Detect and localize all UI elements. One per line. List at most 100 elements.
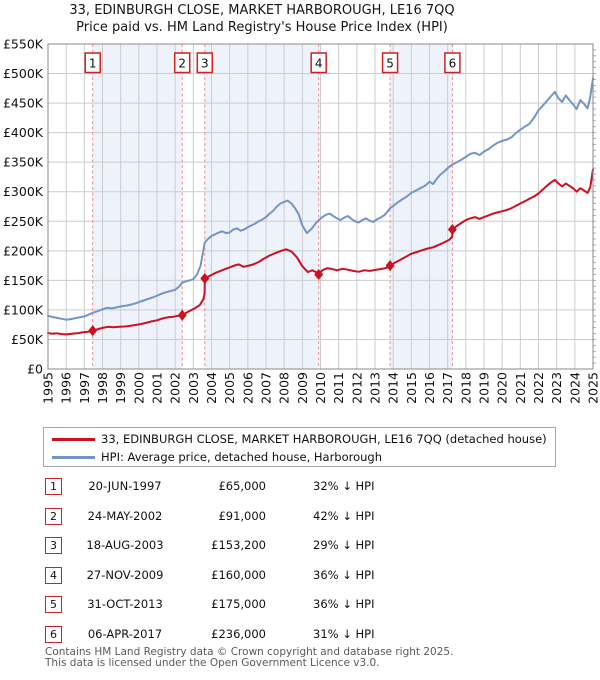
sale-date: 20-JUN-1997 (88, 479, 162, 493)
x-tick-2013: 2013 (368, 372, 383, 404)
y-tick-£300K: £300K (3, 184, 44, 199)
x-tick-1998: 1998 (95, 372, 110, 404)
sale-badge-3 (196, 52, 214, 74)
sale-marker-4 (314, 268, 324, 280)
hpi-line (47, 77, 594, 321)
x-tick-2011: 2011 (331, 372, 346, 404)
sale-date: 31-OCT-2013 (87, 597, 163, 612)
x-tick-2023: 2023 (549, 372, 564, 404)
sale-hpi-comparison: 36% ↓ HPI (313, 597, 375, 612)
ownership-band-1 (92, 44, 183, 369)
y-tick-£150K: £150K (3, 273, 44, 288)
plot-frame (47, 43, 594, 370)
x-tick-2015: 2015 (404, 372, 419, 404)
x-tick-2020: 2020 (495, 372, 510, 404)
y-tick-£250K: £250K (3, 214, 44, 229)
sale-marker-1 (88, 325, 98, 337)
row-number-badge: 1 (45, 478, 62, 495)
sale-badge-4 (310, 52, 327, 74)
x-tick-2006: 2006 (240, 372, 255, 404)
sale-hpi-comparison: 29% ↓ HPI (313, 538, 375, 553)
x-tick-2024: 2024 (567, 372, 582, 404)
sale-marker-5 (385, 260, 395, 272)
y-tick-£200K: £200K (3, 243, 44, 258)
sale-badge-label-5: 5 (386, 57, 394, 71)
legend-row-2: HPI: Average price, detached house, Harb… (44, 448, 555, 466)
sale-marker-3 (200, 272, 210, 284)
footer-line-1: Contains HM Land Registry data © Crown c… (45, 646, 454, 658)
y-tick-£400K: £400K (3, 125, 44, 140)
x-tick-2018: 2018 (458, 372, 473, 404)
legend-line-swatch-1 (52, 438, 95, 441)
ownership-band-2 (204, 44, 319, 369)
x-tick-1996: 1996 (59, 372, 74, 404)
property-line (47, 168, 594, 336)
table-row-6: 6 06-APR-2017 £236,000 31% ↓ HPI (45, 626, 565, 646)
table-row-4: 4 27-NOV-2009 £160,000 36% ↓ HPI (45, 566, 565, 587)
sale-badge-2 (174, 52, 191, 74)
x-tick-2014: 2014 (386, 372, 401, 404)
legend-row-1: 33, EDINBURGH CLOSE, MARKET HARBOROUGH, … (44, 430, 555, 448)
x-tick-2010: 2010 (313, 372, 328, 404)
chart-legend: 33, EDINBURGH CLOSE, MARKET HARBOROUGH, … (43, 427, 556, 467)
sale-badge-label-2: 2 (178, 57, 186, 71)
x-tick-2005: 2005 (222, 372, 237, 404)
sale-price: £153,200 (211, 538, 266, 553)
sale-price: £91,000 (218, 508, 266, 523)
sale-marker-6 (447, 224, 457, 236)
sale-badge-label-6: 6 (449, 57, 457, 71)
y-tick-£0: £0 (27, 362, 43, 377)
sale-hpi-comparison: 32% ↓ HPI (313, 479, 375, 493)
x-tick-2008: 2008 (277, 372, 292, 404)
sale-date: 27-NOV-2009 (86, 567, 164, 582)
sale-date: 06-APR-2017 (87, 627, 163, 641)
y-tick-£100K: £100K (3, 302, 44, 317)
table-row-1: 1 20-JUN-1997 £65,000 32% ↓ HPI (45, 478, 565, 498)
row-number-badge: 4 (45, 566, 62, 584)
x-tick-2022: 2022 (531, 372, 546, 404)
legend-label-2: HPI: Average price, detached house, Harb… (101, 450, 383, 464)
x-tick-1997: 1997 (77, 372, 92, 404)
row-number-badge: 5 (45, 596, 62, 614)
x-tick-2001: 2001 (150, 372, 165, 404)
sale-badge-1 (84, 52, 101, 74)
x-tick-2000: 2000 (131, 372, 146, 404)
y-tick-£350K: £350K (3, 155, 44, 170)
x-tick-2004: 2004 (204, 372, 219, 404)
sale-badge-label-3: 3 (201, 57, 209, 71)
ownership-band-3 (390, 44, 453, 369)
sale-badge-label-4: 4 (315, 57, 323, 71)
sale-hpi-comparison: 31% ↓ HPI (313, 627, 375, 641)
x-tick-2017: 2017 (440, 372, 455, 404)
chart-subtitle: Price paid vs. HM Land Registry's House … (76, 20, 448, 35)
legend-line-swatch-2 (52, 456, 95, 459)
x-tick-2019: 2019 (477, 372, 492, 404)
sale-price: £65,000 (218, 479, 266, 493)
price-history-chart: 1 2 3 4 5 6 £0 £50K £100K £150K £200K £250K £300K £35… (3, 37, 600, 404)
x-tick-2016: 2016 (422, 372, 437, 404)
table-row-2: 2 24-MAY-2002 £91,000 42% ↓ HPI (45, 507, 565, 528)
sale-badge-label-1: 1 (89, 57, 97, 71)
x-tick-2025: 2025 (586, 372, 600, 404)
y-tick-£50K: £50K (11, 332, 44, 347)
x-tick-2003: 2003 (186, 372, 201, 404)
license-footer: Contains HM Land Registry data © Crown c… (45, 647, 453, 669)
sale-price: £236,000 (211, 627, 266, 641)
sale-hpi-comparison: 36% ↓ HPI (313, 567, 375, 582)
sale-date: 24-MAY-2002 (87, 508, 163, 523)
y-tick-£550K: £550K (3, 37, 44, 52)
y-tick-£450K: £450K (3, 96, 44, 111)
x-tick-1999: 1999 (113, 372, 128, 404)
x-tick-2007: 2007 (259, 372, 274, 404)
legend-label-1: 33, EDINBURGH CLOSE, MARKET HARBOROUGH, … (101, 432, 547, 446)
sale-price: £175,000 (211, 597, 266, 612)
table-row-3: 3 18-AUG-2003 £153,200 29% ↓ HPI (45, 537, 565, 557)
y-tick-£500K: £500K (3, 66, 44, 81)
sale-hpi-comparison: 42% ↓ HPI (313, 508, 375, 523)
row-number-badge: 2 (45, 507, 62, 525)
sale-badge-6 (444, 52, 461, 74)
row-number-badge: 6 (45, 626, 62, 643)
table-row-5: 5 31-OCT-2013 £175,000 36% ↓ HPI (45, 596, 565, 616)
x-tick-2009: 2009 (295, 372, 310, 404)
x-tick-2021: 2021 (513, 372, 528, 404)
